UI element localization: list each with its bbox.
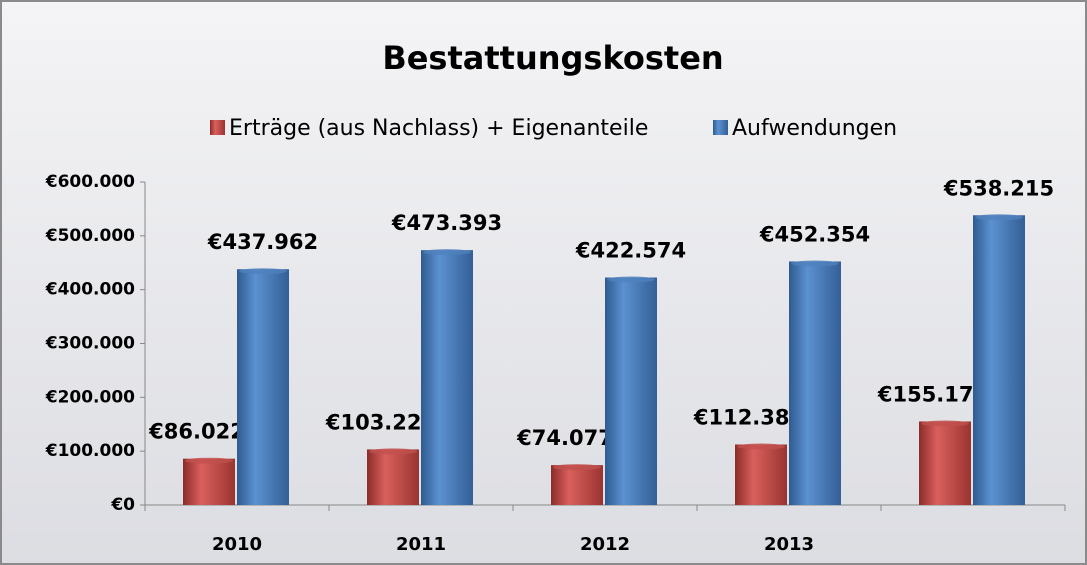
y-tick-label: €200.000 xyxy=(45,387,135,407)
chart-title: Bestattungskosten xyxy=(382,39,723,77)
legend-swatch xyxy=(210,120,225,135)
bar-cap xyxy=(737,443,785,450)
bar xyxy=(735,444,787,505)
data-label: €155.174 xyxy=(877,382,988,406)
bar xyxy=(183,458,235,505)
y-tick-label: €600.000 xyxy=(45,172,135,192)
bar-cap xyxy=(791,260,839,267)
data-label: €74.077 xyxy=(516,426,613,450)
bar-cap xyxy=(553,464,601,471)
y-tick-label: €300.000 xyxy=(45,334,135,354)
y-tick-label: €400.000 xyxy=(45,280,135,300)
data-label: €452.354 xyxy=(759,222,870,246)
y-tick-label: €0 xyxy=(110,495,135,515)
x-tick-label: 2012 xyxy=(580,534,630,555)
data-label: €538.215 xyxy=(943,176,1054,200)
data-label: €86.022 xyxy=(148,420,245,444)
bar-cap xyxy=(921,420,969,427)
legend-label: Aufwendungen xyxy=(732,116,897,141)
y-tick-label: €100.000 xyxy=(45,441,135,461)
bar-cap xyxy=(975,214,1023,221)
bar-cap xyxy=(607,276,655,283)
bar-cap xyxy=(185,457,233,464)
data-label: €112.380 xyxy=(693,406,804,430)
bar-cap xyxy=(239,268,287,275)
bar xyxy=(551,465,603,505)
data-label: €473.393 xyxy=(391,211,502,235)
bar xyxy=(973,215,1025,505)
bar-cap xyxy=(423,249,471,256)
data-label: €437.962 xyxy=(207,230,318,254)
x-tick-label: 2013 xyxy=(764,534,814,555)
legend-swatch xyxy=(713,120,728,135)
bar xyxy=(919,421,971,505)
bar xyxy=(605,277,657,505)
x-tick-label: 2010 xyxy=(212,534,262,555)
bar xyxy=(367,449,419,505)
data-label: €422.574 xyxy=(575,239,686,263)
x-tick-label: 2011 xyxy=(396,534,446,555)
bar-cap xyxy=(369,448,417,455)
bar xyxy=(789,261,841,505)
y-tick-label: €500.000 xyxy=(45,226,135,246)
legend-label: Erträge (aus Nachlass) + Eigenanteile xyxy=(229,116,648,141)
bar xyxy=(237,269,289,505)
data-label: €103.228 xyxy=(325,410,436,434)
bar xyxy=(421,250,473,505)
